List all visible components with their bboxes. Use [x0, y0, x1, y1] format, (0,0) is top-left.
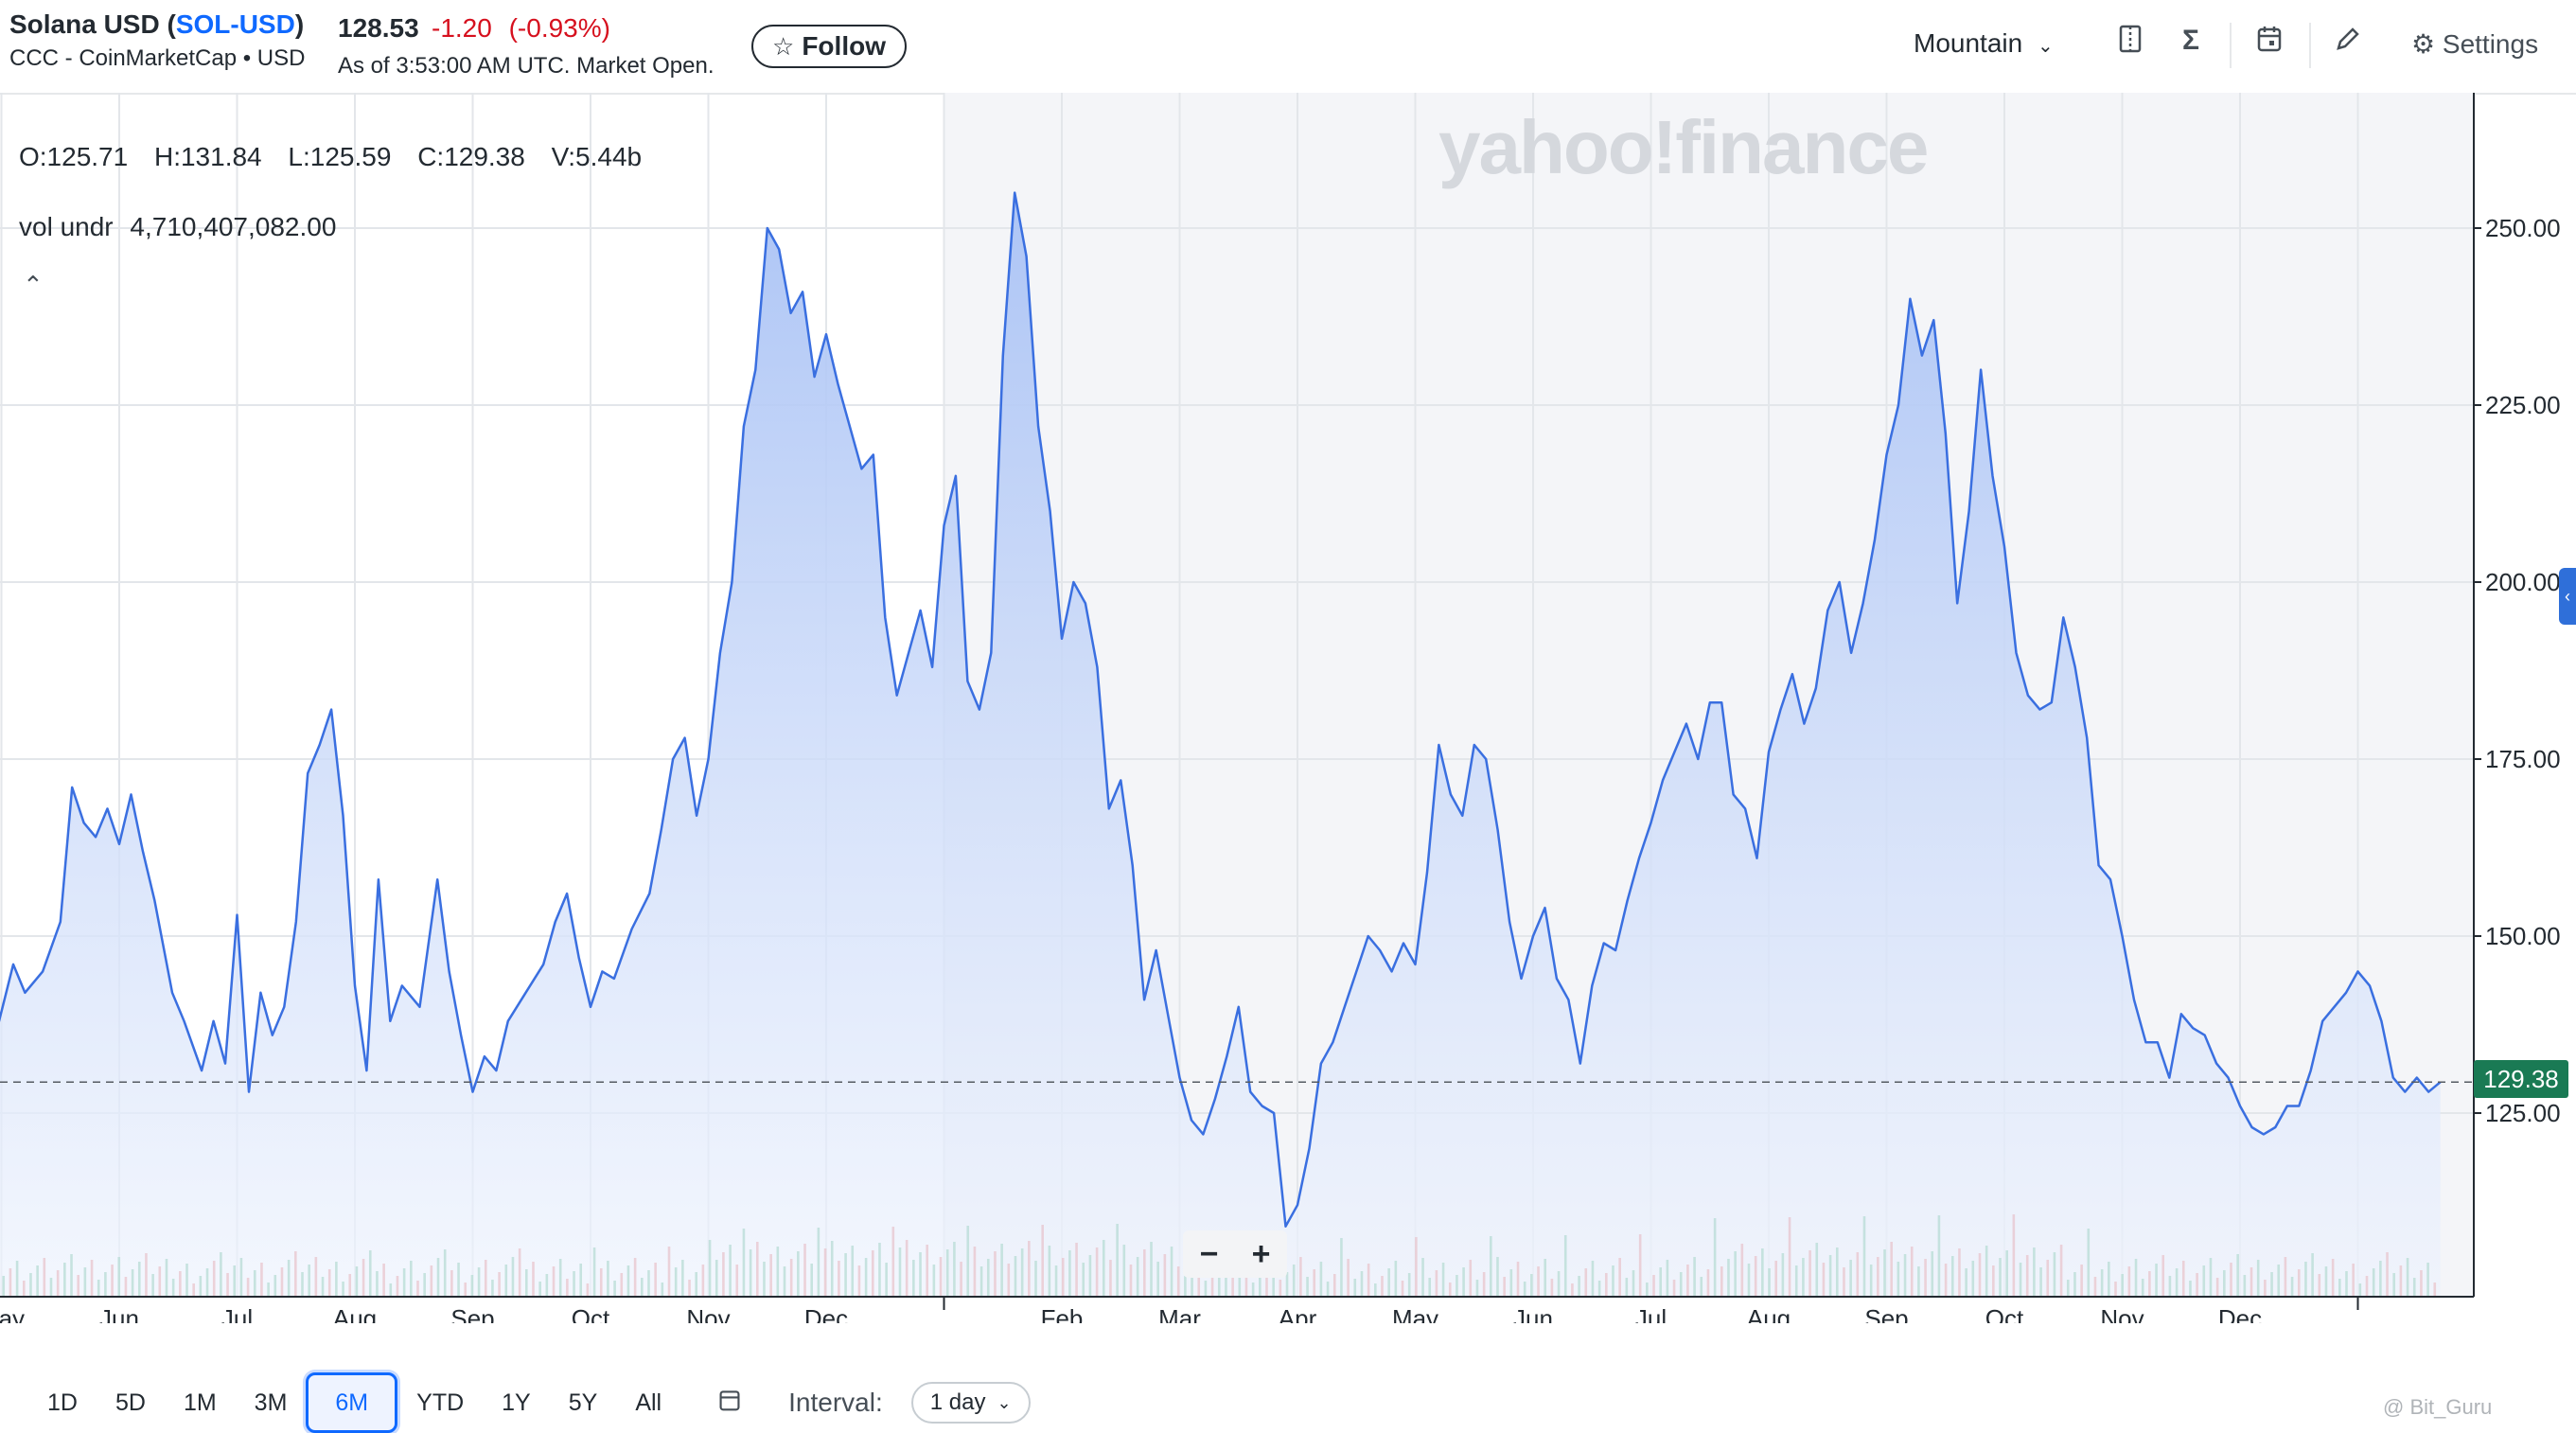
ohlc-high: H:131.84: [153, 142, 262, 171]
x-tick-label: Apr: [1279, 1304, 1317, 1323]
y-tick-label: 175.00: [2485, 745, 2561, 773]
zoom-out-button[interactable]: −: [1199, 1235, 1219, 1272]
quote-timestamp: As of 3:53:00 AM UTC. Market Open.: [338, 53, 715, 79]
range-selector: 1D 5D 1M 3M 6M YTD 1Y 5Y All Interval: 1…: [28, 1372, 1031, 1433]
last-price-tag: 129.38: [2474, 1060, 2568, 1098]
compare-icon[interactable]: [2118, 25, 2143, 61]
asset-name: Solana USD: [9, 9, 160, 39]
x-tick-label: Jul: [1635, 1304, 1667, 1323]
price-area-fill: [0, 192, 2441, 1297]
x-tick-label: Jul: [221, 1304, 253, 1323]
image-credit: @ Bit_Guru: [2383, 1395, 2493, 1419]
x-tick-label: Mar: [1158, 1304, 1201, 1323]
chevron-down-icon: ⌄: [997, 1392, 1012, 1412]
date-range-calendar-icon[interactable]: [718, 1388, 741, 1419]
chart-style-label: Mountain: [1914, 28, 2023, 58]
quote-header: Solana USD (SOL-USD) CCC - CoinMarketCap…: [0, 0, 2576, 95]
y-tick-label: 250.00: [2485, 214, 2561, 242]
toolbar-divider: [2309, 23, 2311, 68]
asset-title: Solana USD (SOL-USD): [9, 9, 305, 39]
follow-label: Follow: [802, 31, 886, 61]
chart-style-dropdown[interactable]: Mountain ⌄: [1914, 28, 2054, 59]
range-5d[interactable]: 5D: [115, 1389, 146, 1416]
x-tick-label: May: [0, 1304, 25, 1323]
x-tick-label: Oct: [1985, 1304, 2024, 1323]
y-tick-label: 125.00: [2485, 1099, 2561, 1127]
x-tick-label: Sep: [1864, 1304, 1908, 1323]
follow-button[interactable]: ☆ Follow: [751, 25, 907, 68]
volume-value: 4,710,407,082.00: [130, 212, 337, 241]
x-tick-label: Feb: [1041, 1304, 1084, 1323]
range-1d[interactable]: 1D: [47, 1389, 78, 1416]
sigma-icon[interactable]: Σ: [2182, 25, 2200, 56]
x-tick-label: Jun: [99, 1304, 139, 1323]
toolbar-divider: [2230, 23, 2232, 68]
interval-label: Interval:: [788, 1388, 883, 1417]
gear-icon: ⚙: [2411, 29, 2436, 59]
y-tick-label: 150.00: [2485, 922, 2561, 950]
interval-dropdown[interactable]: 1 day ⌄: [910, 1382, 1031, 1424]
ohlc-readout: O:125.71 H:131.84 L:125.59 C:129.38 V:5.…: [19, 142, 661, 172]
zoom-in-button[interactable]: +: [1251, 1235, 1271, 1272]
interval-value: 1 day: [929, 1389, 986, 1415]
price-change: -1.20 (-0.93%): [432, 13, 610, 44]
y-tick-label: 225.00: [2485, 391, 2561, 419]
ohlc-low: L:125.59: [288, 142, 392, 171]
x-tick-label: Nov: [686, 1304, 730, 1323]
range-1m[interactable]: 1M: [183, 1389, 217, 1416]
ohlc-open: O:125.71: [19, 142, 129, 171]
x-tick-label: Sep: [450, 1304, 494, 1323]
side-panel-toggle[interactable]: ‹: [2559, 568, 2576, 625]
pencil-icon[interactable]: [2334, 25, 2360, 61]
x-tick-label: Dec: [2218, 1304, 2262, 1323]
y-tick-label: 200.00: [2485, 568, 2561, 596]
calendar-icon[interactable]: [2256, 25, 2283, 61]
volume-label: vol undr: [19, 212, 114, 241]
x-tick-label: Jun: [1513, 1304, 1553, 1323]
price-line: [0, 191, 2442, 1228]
volume-indicator: vol undr 4,710,407,082.00: [19, 212, 336, 242]
x-tick-label: Nov: [2100, 1304, 2144, 1323]
range-all[interactable]: All: [635, 1389, 662, 1416]
collapse-icon[interactable]: ⌃: [23, 271, 44, 299]
current-price: 128.53: [338, 13, 419, 43]
price-change-abs: -1.20: [432, 13, 492, 43]
ohlc-close: C:129.38: [417, 142, 525, 171]
range-3m[interactable]: 3M: [254, 1389, 288, 1416]
ticker-symbol[interactable]: SOL-USD: [175, 9, 295, 39]
price-chart[interactable]: 125.00 150.00 175.00 200.00 225.00 250.00 May J…: [0, 93, 2576, 1323]
ohlc-volume: V:5.44b: [551, 142, 643, 171]
x-tick-label: Oct: [572, 1304, 610, 1323]
x-tick-label: Dec: [804, 1304, 848, 1323]
range-ytd[interactable]: YTD: [416, 1389, 465, 1416]
yahoo-finance-watermark: yahoo!finance: [1438, 105, 1929, 189]
x-tick-label: Aug: [1747, 1304, 1791, 1323]
x-tick-label: May: [1392, 1304, 1438, 1323]
data-source: CCC - CoinMarketCap • USD: [9, 45, 306, 71]
range-6m[interactable]: 6M: [306, 1372, 398, 1433]
price-change-pct: (-0.93%): [508, 13, 610, 43]
zoom-controls: − +: [1183, 1230, 1287, 1278]
chevron-down-icon: ⌄: [2037, 36, 2054, 57]
settings-button[interactable]: ⚙ Settings: [2411, 28, 2538, 60]
range-5y[interactable]: 5Y: [568, 1389, 598, 1416]
range-1y[interactable]: 1Y: [502, 1389, 531, 1416]
star-icon: ☆: [772, 31, 795, 61]
settings-label: Settings: [2442, 29, 2539, 59]
x-tick-label: Aug: [333, 1304, 377, 1323]
